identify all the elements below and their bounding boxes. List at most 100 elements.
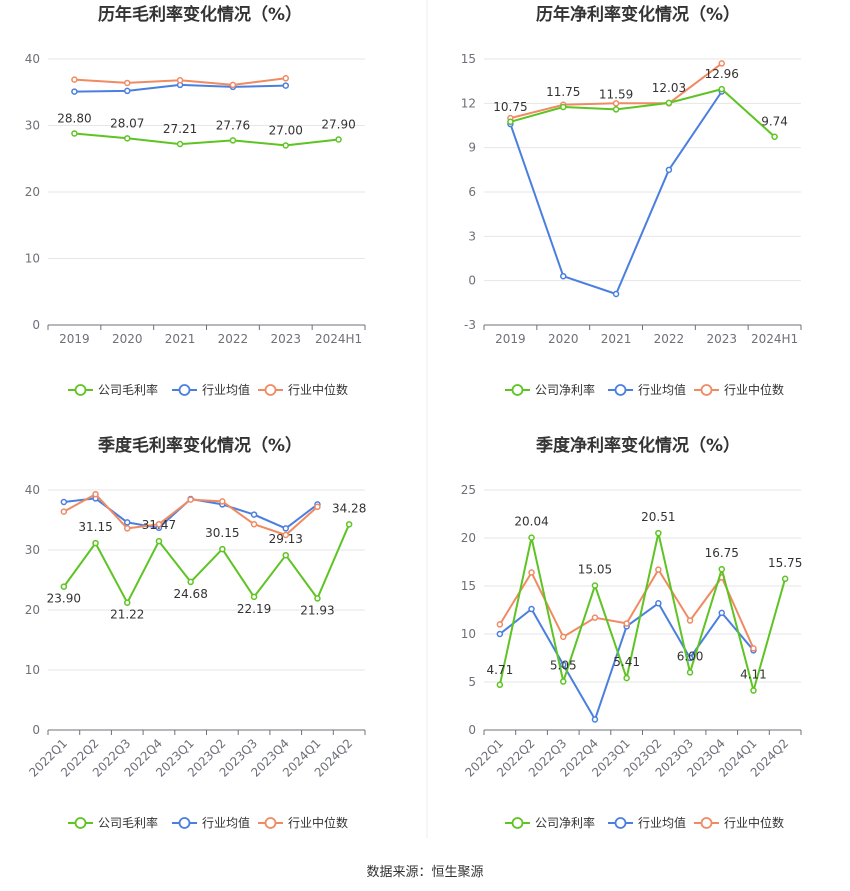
data-point-industry-avg — [282, 525, 289, 532]
series-line-company — [510, 88, 776, 138]
data-label: 5.41 — [613, 655, 640, 669]
data-point-industry-median — [187, 496, 194, 503]
data-point-industry-median — [250, 520, 258, 528]
legend-marker-company — [74, 817, 87, 829]
data-point-industry-median — [60, 508, 68, 515]
data-point-industry-median — [155, 520, 163, 528]
data-label: 6.00 — [677, 649, 704, 663]
legend-marker-industry-median — [700, 817, 713, 829]
y-tick-label: 0 — [32, 318, 40, 332]
data-point-company — [176, 140, 184, 148]
data-label: 29.13 — [269, 532, 303, 546]
y-tick-label: 15 — [461, 52, 476, 66]
data-point-company — [71, 130, 78, 137]
legend-marker-industry-avg — [178, 384, 191, 396]
data-point-industry-avg — [718, 609, 725, 617]
data-point-company — [282, 142, 289, 149]
data-point-industry-median — [612, 100, 620, 107]
data-point-company — [282, 551, 289, 559]
data-point-company — [219, 545, 226, 553]
y-tick-label: 9 — [468, 141, 476, 155]
legend-label: 公司净利率 — [535, 815, 595, 830]
data-label: 31.15 — [78, 520, 112, 534]
legend-label: 行业均值 — [202, 815, 250, 830]
data-point-industry-median — [71, 76, 78, 83]
data-point-industry-avg — [496, 630, 504, 638]
data-point-industry-median — [496, 621, 504, 628]
data-point-company — [345, 521, 353, 528]
y-tick-label: 40 — [25, 483, 40, 497]
data-label: 31.47 — [142, 518, 176, 532]
data-point-company — [560, 103, 567, 111]
data-label: 4.11 — [740, 668, 767, 682]
data-point-industry-avg — [612, 290, 620, 298]
data-point-industry-avg — [124, 87, 131, 95]
data-point-company — [496, 681, 504, 689]
data-point-industry-median — [591, 614, 599, 621]
data-point-industry-median — [686, 617, 694, 624]
series-line-company — [498, 532, 787, 692]
source-footer: 数据来源：恒生聚源 — [366, 865, 483, 880]
data-point-industry-median — [176, 77, 184, 84]
data-point-company — [623, 674, 630, 682]
x-tick-label: 2020 — [112, 332, 143, 346]
y-tick-label: 0 — [468, 723, 476, 737]
data-point-company — [187, 578, 194, 586]
data-point-industry-median — [282, 531, 289, 539]
chart-title: 季度净利率变化情况（%） — [536, 435, 740, 456]
data-point-company — [750, 687, 757, 694]
data-point-industry-median — [718, 60, 725, 67]
data-point-company — [124, 135, 131, 142]
data-label: 15.05 — [578, 563, 612, 577]
data-point-industry-avg — [60, 498, 68, 506]
data-point-industry-median — [124, 79, 131, 87]
series-line-industry-median — [499, 568, 755, 649]
data-point-industry-median — [282, 75, 289, 82]
y-tick-label: 25 — [461, 483, 476, 497]
y-tick-label: 15 — [461, 579, 476, 593]
data-label: 9.74 — [761, 115, 788, 129]
data-point-company — [612, 106, 620, 113]
legend-marker-industry-median — [264, 817, 277, 829]
legend-marker-industry-median — [264, 384, 277, 396]
y-tick-label: 6 — [468, 185, 476, 199]
legend-marker-industry-median — [700, 384, 713, 396]
legend-marker-company — [74, 384, 87, 396]
data-label: 27.90 — [321, 117, 355, 131]
data-label: 15.75 — [768, 556, 802, 570]
x-tick-label: 2022 — [654, 332, 685, 346]
data-point-company — [155, 537, 163, 545]
data-label: 23.90 — [47, 592, 81, 606]
data-point-industry-median — [314, 503, 321, 511]
data-point-industry-avg — [528, 605, 535, 613]
legend-label: 行业中位数 — [724, 815, 784, 830]
data-point-company — [528, 534, 535, 541]
data-point-company — [665, 99, 673, 107]
data-point-company — [718, 85, 725, 93]
x-tick-label: 2021 — [601, 332, 632, 346]
data-point-company — [507, 118, 514, 126]
y-tick-label: 5 — [468, 675, 476, 689]
data-label: 21.22 — [110, 608, 144, 622]
data-label: 20.51 — [641, 510, 675, 524]
data-point-company — [591, 582, 599, 589]
data-point-company — [92, 539, 99, 547]
data-point-industry-median — [655, 566, 662, 573]
legend-label: 行业中位数 — [724, 382, 784, 397]
data-point-industry-median — [623, 620, 630, 627]
data-point-industry-avg — [282, 82, 289, 89]
y-tick-label: 10 — [25, 663, 40, 677]
data-point-industry-median — [92, 490, 99, 498]
data-point-industry-avg — [665, 166, 673, 174]
y-tick-label: 20 — [25, 185, 40, 199]
data-label: 30.15 — [205, 526, 239, 540]
data-label: 12.96 — [705, 67, 739, 81]
data-label: 11.59 — [599, 87, 633, 101]
legend-label: 公司净利率 — [535, 382, 595, 397]
legend-label: 行业中位数 — [288, 382, 348, 397]
data-label: 27.00 — [269, 123, 303, 137]
y-tick-label: 12 — [461, 96, 476, 110]
legend-marker-industry-avg — [614, 384, 627, 396]
x-tick-label: 2021 — [165, 332, 196, 346]
